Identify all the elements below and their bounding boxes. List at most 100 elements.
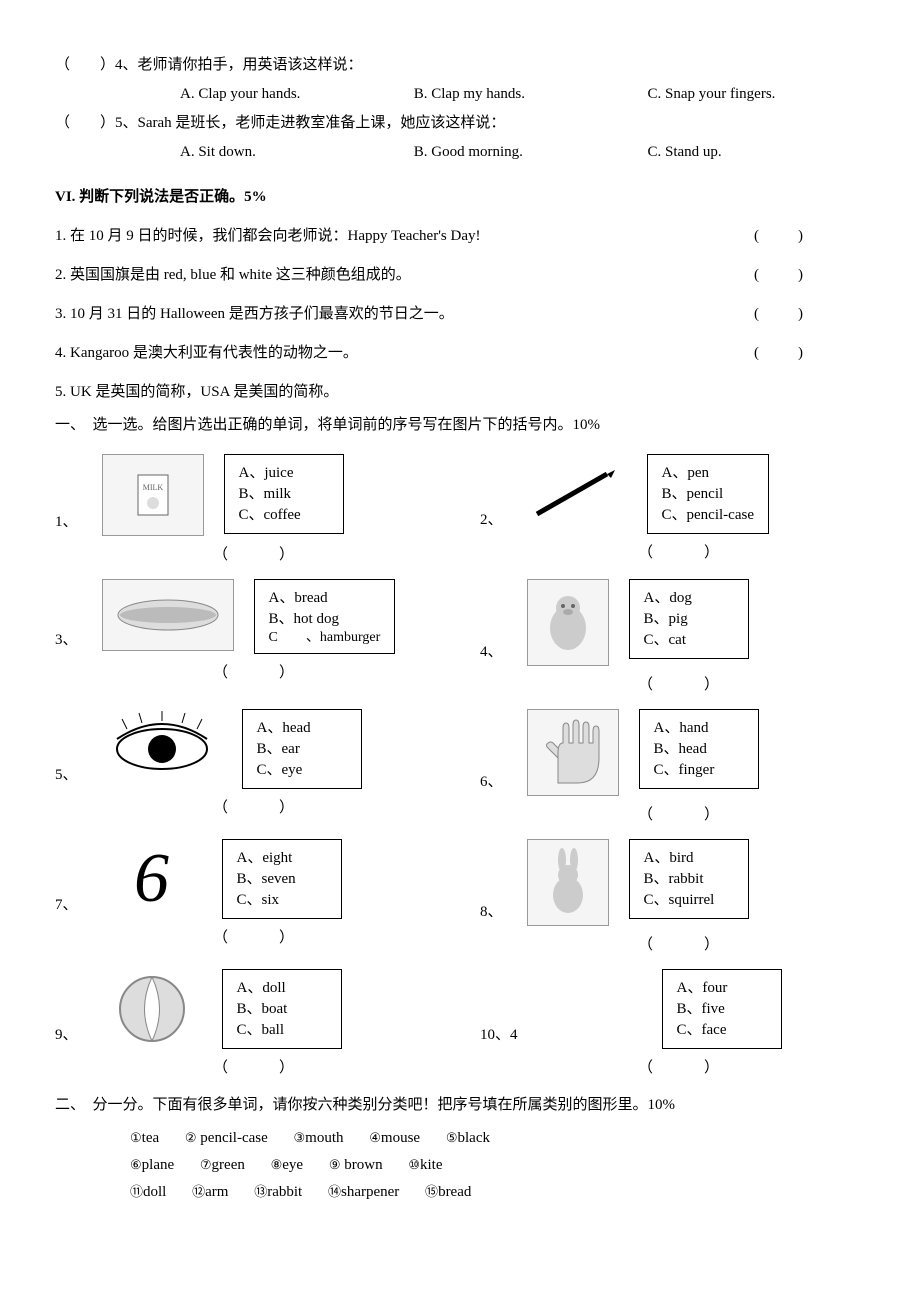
pic-item-1: 1、 MILK A、juice B、milk C、coffee （ ） bbox=[55, 454, 440, 569]
pic-2-num: 2、 bbox=[480, 507, 503, 534]
pic-row-2: 3、 A、bread B、hot dog C 、hamburger （ ） 4、 bbox=[55, 579, 865, 699]
word-3: ③mouth bbox=[294, 1125, 344, 1152]
pic-8-paren: （ ） bbox=[510, 932, 865, 959]
section-one-header: 一、 选一选。给图片选出正确的单词，将单词前的序号写在图片下的括号内。10% bbox=[55, 412, 865, 439]
pic-item-10: 10、4 A、four B、five C、face （ ） bbox=[480, 969, 865, 1082]
tf-item-2: 2. 英国国旗是由 red, blue 和 white 这三种颜色组成的。 ( … bbox=[55, 262, 865, 289]
pic-1-options: A、juice B、milk C、coffee bbox=[224, 454, 344, 534]
pic-1-num: 1、 bbox=[55, 509, 78, 536]
pic-8-opt-c: C、squirrel bbox=[644, 890, 734, 911]
pic-5-opt-a: A、head bbox=[257, 718, 347, 739]
words-row-1: ①tea ② pencil-case ③mouth ④mouse ⑤black bbox=[130, 1125, 865, 1152]
mc-q5-opt-a: A. Sit down. bbox=[180, 139, 410, 166]
pic-7-opt-b: B、seven bbox=[237, 869, 327, 890]
pic-row-1: 1、 MILK A、juice B、milk C、coffee （ ） 2、 bbox=[55, 454, 865, 569]
pic-item-8: 8、 A、bird B、rabbit C、squirrel （ ） bbox=[480, 839, 865, 959]
pic-10-num: 10、4 bbox=[480, 1022, 518, 1049]
pic-2-paren: （ ） bbox=[510, 540, 865, 567]
pic-9-paren: （ ） bbox=[85, 1055, 440, 1082]
pic-9-opt-b: B、boat bbox=[237, 999, 327, 1020]
pic-10-options: A、four B、five C、face bbox=[662, 969, 782, 1049]
tf-3-text: 3. 10 月 31 日的 Halloween 是西方孩子们最喜欢的节日之一。 bbox=[55, 301, 454, 328]
pic-item-3: 3、 A、bread B、hot dog C 、hamburger （ ） bbox=[55, 579, 440, 699]
section-vi-header: VI. 判断下列说法是否正确。5% bbox=[55, 184, 865, 211]
pic-3-opt-c: C 、hamburger bbox=[269, 630, 381, 645]
tf-4-text: 4. Kangaroo 是澳大利亚有代表性的动物之一。 bbox=[55, 340, 358, 367]
tf-1-paren: ( ) bbox=[754, 223, 815, 250]
pic-9-opt-c: C、ball bbox=[237, 1020, 327, 1041]
pic-3-opt-b: B、hot dog bbox=[269, 609, 381, 630]
word-5: ⑤black bbox=[446, 1125, 490, 1152]
pic-row-3: 5、 A、head B、ear C、eye （ ） 6、 A、hand bbox=[55, 709, 865, 829]
pic-4-opt-a: A、dog bbox=[644, 588, 734, 609]
word-10: ⑩kite bbox=[408, 1152, 442, 1179]
word-13: ⑬rabbit bbox=[254, 1179, 302, 1206]
pic-1-opt-b: B、milk bbox=[239, 484, 329, 505]
pic-4-num: 4、 bbox=[480, 639, 503, 666]
word-list: ①tea ② pencil-case ③mouth ④mouse ⑤black … bbox=[55, 1125, 865, 1206]
pic-5-num: 5、 bbox=[55, 762, 78, 789]
word-7: ⑦green bbox=[200, 1152, 245, 1179]
pic-item-2: 2、 A、pen B、pencil C、pencil-case （ ） bbox=[480, 454, 865, 569]
pic-8-options: A、bird B、rabbit C、squirrel bbox=[629, 839, 749, 919]
tf-3-paren: ( ) bbox=[754, 301, 815, 328]
pic-1-paren: （ ） bbox=[85, 542, 440, 569]
mc-q5-opt-b: B. Good morning. bbox=[414, 139, 644, 166]
tf-item-1: 1. 在 10 月 9 日的时候，我们都会向老师说：Happy Teacher'… bbox=[55, 223, 865, 250]
ball-icon bbox=[102, 969, 202, 1049]
word-6: ⑥plane bbox=[130, 1152, 174, 1179]
pic-9-opt-a: A、doll bbox=[237, 978, 327, 999]
pic-3-options: A、bread B、hot dog C 、hamburger bbox=[254, 579, 396, 654]
mc-q4-stem: （ ）4、老师请你拍手，用英语该这样说： bbox=[55, 52, 865, 79]
pic-item-4: 4、 A、dog B、pig C、cat （ ） bbox=[480, 579, 865, 699]
mc-q5-prefix: （ ）5、 bbox=[55, 115, 138, 131]
hotdog-icon bbox=[102, 579, 234, 651]
pic-4-opt-c: C、cat bbox=[644, 630, 734, 651]
pic-2-opt-c: C、pencil-case bbox=[662, 505, 754, 526]
pic-row-5: 9、 A、doll B、boat C、ball （ ） 10、4 A、four … bbox=[55, 969, 865, 1082]
pic-2-opt-a: A、pen bbox=[662, 463, 754, 484]
pic-10-opt-c: C、face bbox=[677, 1020, 767, 1041]
pic-7-opt-c: C、six bbox=[237, 890, 327, 911]
pic-8-opt-a: A、bird bbox=[644, 848, 734, 869]
pic-6-num: 6、 bbox=[480, 769, 503, 796]
mc-q5-options: A. Sit down. B. Good morning. C. Stand u… bbox=[55, 139, 865, 166]
eye-icon bbox=[102, 709, 222, 779]
pic-7-opt-a: A、eight bbox=[237, 848, 327, 869]
mc-q5-opt-c: C. Stand up. bbox=[648, 139, 722, 166]
pic-6-options: A、hand B、head C、finger bbox=[639, 709, 759, 789]
word-11: ⑪doll bbox=[130, 1179, 166, 1206]
mc-q4-opt-b: B. Clap my hands. bbox=[414, 81, 644, 108]
tf-list: 1. 在 10 月 9 日的时候，我们都会向老师说：Happy Teacher'… bbox=[55, 223, 865, 367]
section-two-header: 二、 分一分。下面有很多单词，请你按六种类别分类吧！把序号填在所属类别的图形里。… bbox=[55, 1092, 865, 1119]
pic-5-options: A、head B、ear C、eye bbox=[242, 709, 362, 789]
pic-7-num: 7、 bbox=[55, 892, 78, 919]
pic-8-opt-b: B、rabbit bbox=[644, 869, 734, 890]
pic-7-options: A、eight B、seven C、six bbox=[222, 839, 342, 919]
pic-4-opt-b: B、pig bbox=[644, 609, 734, 630]
pic-6-opt-c: C、finger bbox=[654, 760, 744, 781]
pic-7-paren: （ ） bbox=[85, 925, 440, 952]
word-2: ② pencil-case bbox=[185, 1125, 268, 1152]
milk-icon: MILK bbox=[102, 454, 204, 536]
tf-4-paren: ( ) bbox=[754, 340, 815, 367]
pic-10-paren: （ ） bbox=[510, 1055, 865, 1082]
mc-q4-stem-text: 老师请你拍手，用英语该这样说： bbox=[138, 57, 363, 73]
tf-item-4: 4. Kangaroo 是澳大利亚有代表性的动物之一。 ( ) bbox=[55, 340, 865, 367]
words-row-2: ⑥plane ⑦green ⑧eye ⑨ brown ⑩kite bbox=[130, 1152, 865, 1179]
tf-2-paren: ( ) bbox=[754, 262, 815, 289]
pic-item-5: 5、 A、head B、ear C、eye （ ） bbox=[55, 709, 440, 829]
pic-item-6: 6、 A、hand B、head C、finger （ ） bbox=[480, 709, 865, 829]
pic-3-paren: （ ） bbox=[85, 660, 440, 687]
mc-q4-opt-a: A. Clap your hands. bbox=[180, 81, 410, 108]
mc-q4-options: A. Clap your hands. B. Clap my hands. C.… bbox=[55, 81, 865, 108]
word-15: ⑮bread bbox=[425, 1179, 471, 1206]
pic-1-opt-c: C、coffee bbox=[239, 505, 329, 526]
pig-icon bbox=[527, 579, 609, 666]
mc-q5-stem: （ ）5、Sarah 是班长，老师走进教室准备上课，她应该这样说： bbox=[55, 110, 865, 137]
tf-item-3: 3. 10 月 31 日的 Halloween 是西方孩子们最喜欢的节日之一。 … bbox=[55, 301, 865, 328]
pic-4-paren: （ ） bbox=[510, 672, 865, 699]
svg-text:MILK: MILK bbox=[142, 483, 163, 492]
word-9: ⑨ brown bbox=[329, 1152, 383, 1179]
pic-9-options: A、doll B、boat C、ball bbox=[222, 969, 342, 1049]
